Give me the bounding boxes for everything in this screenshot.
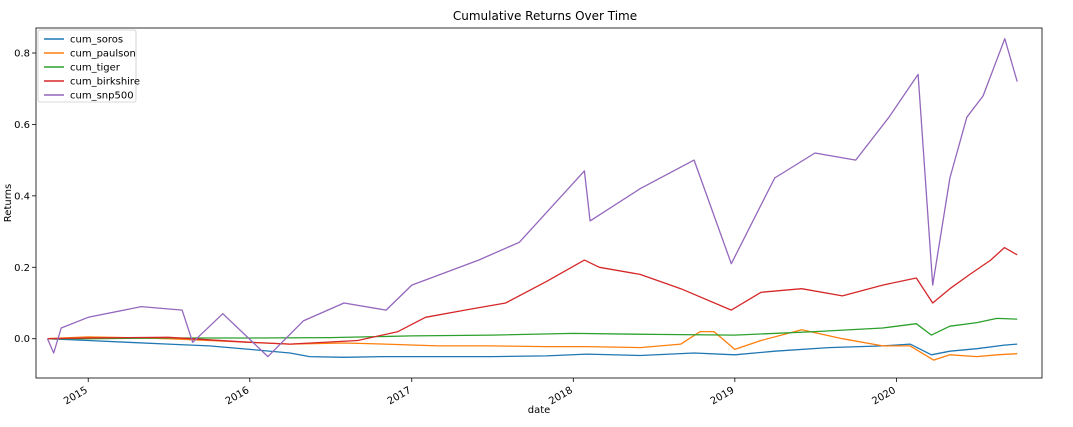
chart-title: Cumulative Returns Over Time [453,9,637,23]
legend-label-cum_paulson: cum_paulson [70,49,136,60]
x-axis-ticks: 2015 2016 2017 2018 2019 2020 [62,378,898,407]
legend-label-cum_birkshire: cum_birkshire [70,77,140,88]
y-tick-label: 0.2 [14,263,30,274]
series-line-cum_birkshire [47,246,1018,345]
x-tick-label: 2015 [62,385,90,407]
y-tick-label: 0.6 [14,120,30,131]
y-tick-label: 0.4 [14,191,30,202]
legend-label-cum_tiger: cum_tiger [70,63,121,74]
y-tick-label: 0.0 [14,334,30,345]
x-tick-label: 2019 [709,385,737,407]
plot-frame [35,27,1043,379]
x-axis-title: date [528,405,551,416]
x-tick-label: 2016 [224,385,252,407]
x-tick-label: 2018 [547,385,575,407]
series-layer [46,38,1018,361]
legend-label-cum_soros: cum_soros [70,35,123,46]
legend-label-cum_snp500: cum_snp500 [70,91,134,102]
legend-frame [37,29,137,103]
y-axis-ticks: 0.0 0.2 0.4 0.6 0.8 [14,49,36,345]
series-line-cum_tiger [47,317,1018,340]
legend: cum_soros cum_paulson cum_tiger cum_birkshi… [37,29,140,103]
y-tick-label: 0.8 [14,49,30,60]
y-axis-title: Returns [3,184,14,222]
series-line-cum_soros [47,338,1018,358]
x-tick-label: 2020 [870,385,898,407]
series-line-cum_snp500 [46,38,1018,358]
x-tick-label: 2017 [386,385,414,407]
